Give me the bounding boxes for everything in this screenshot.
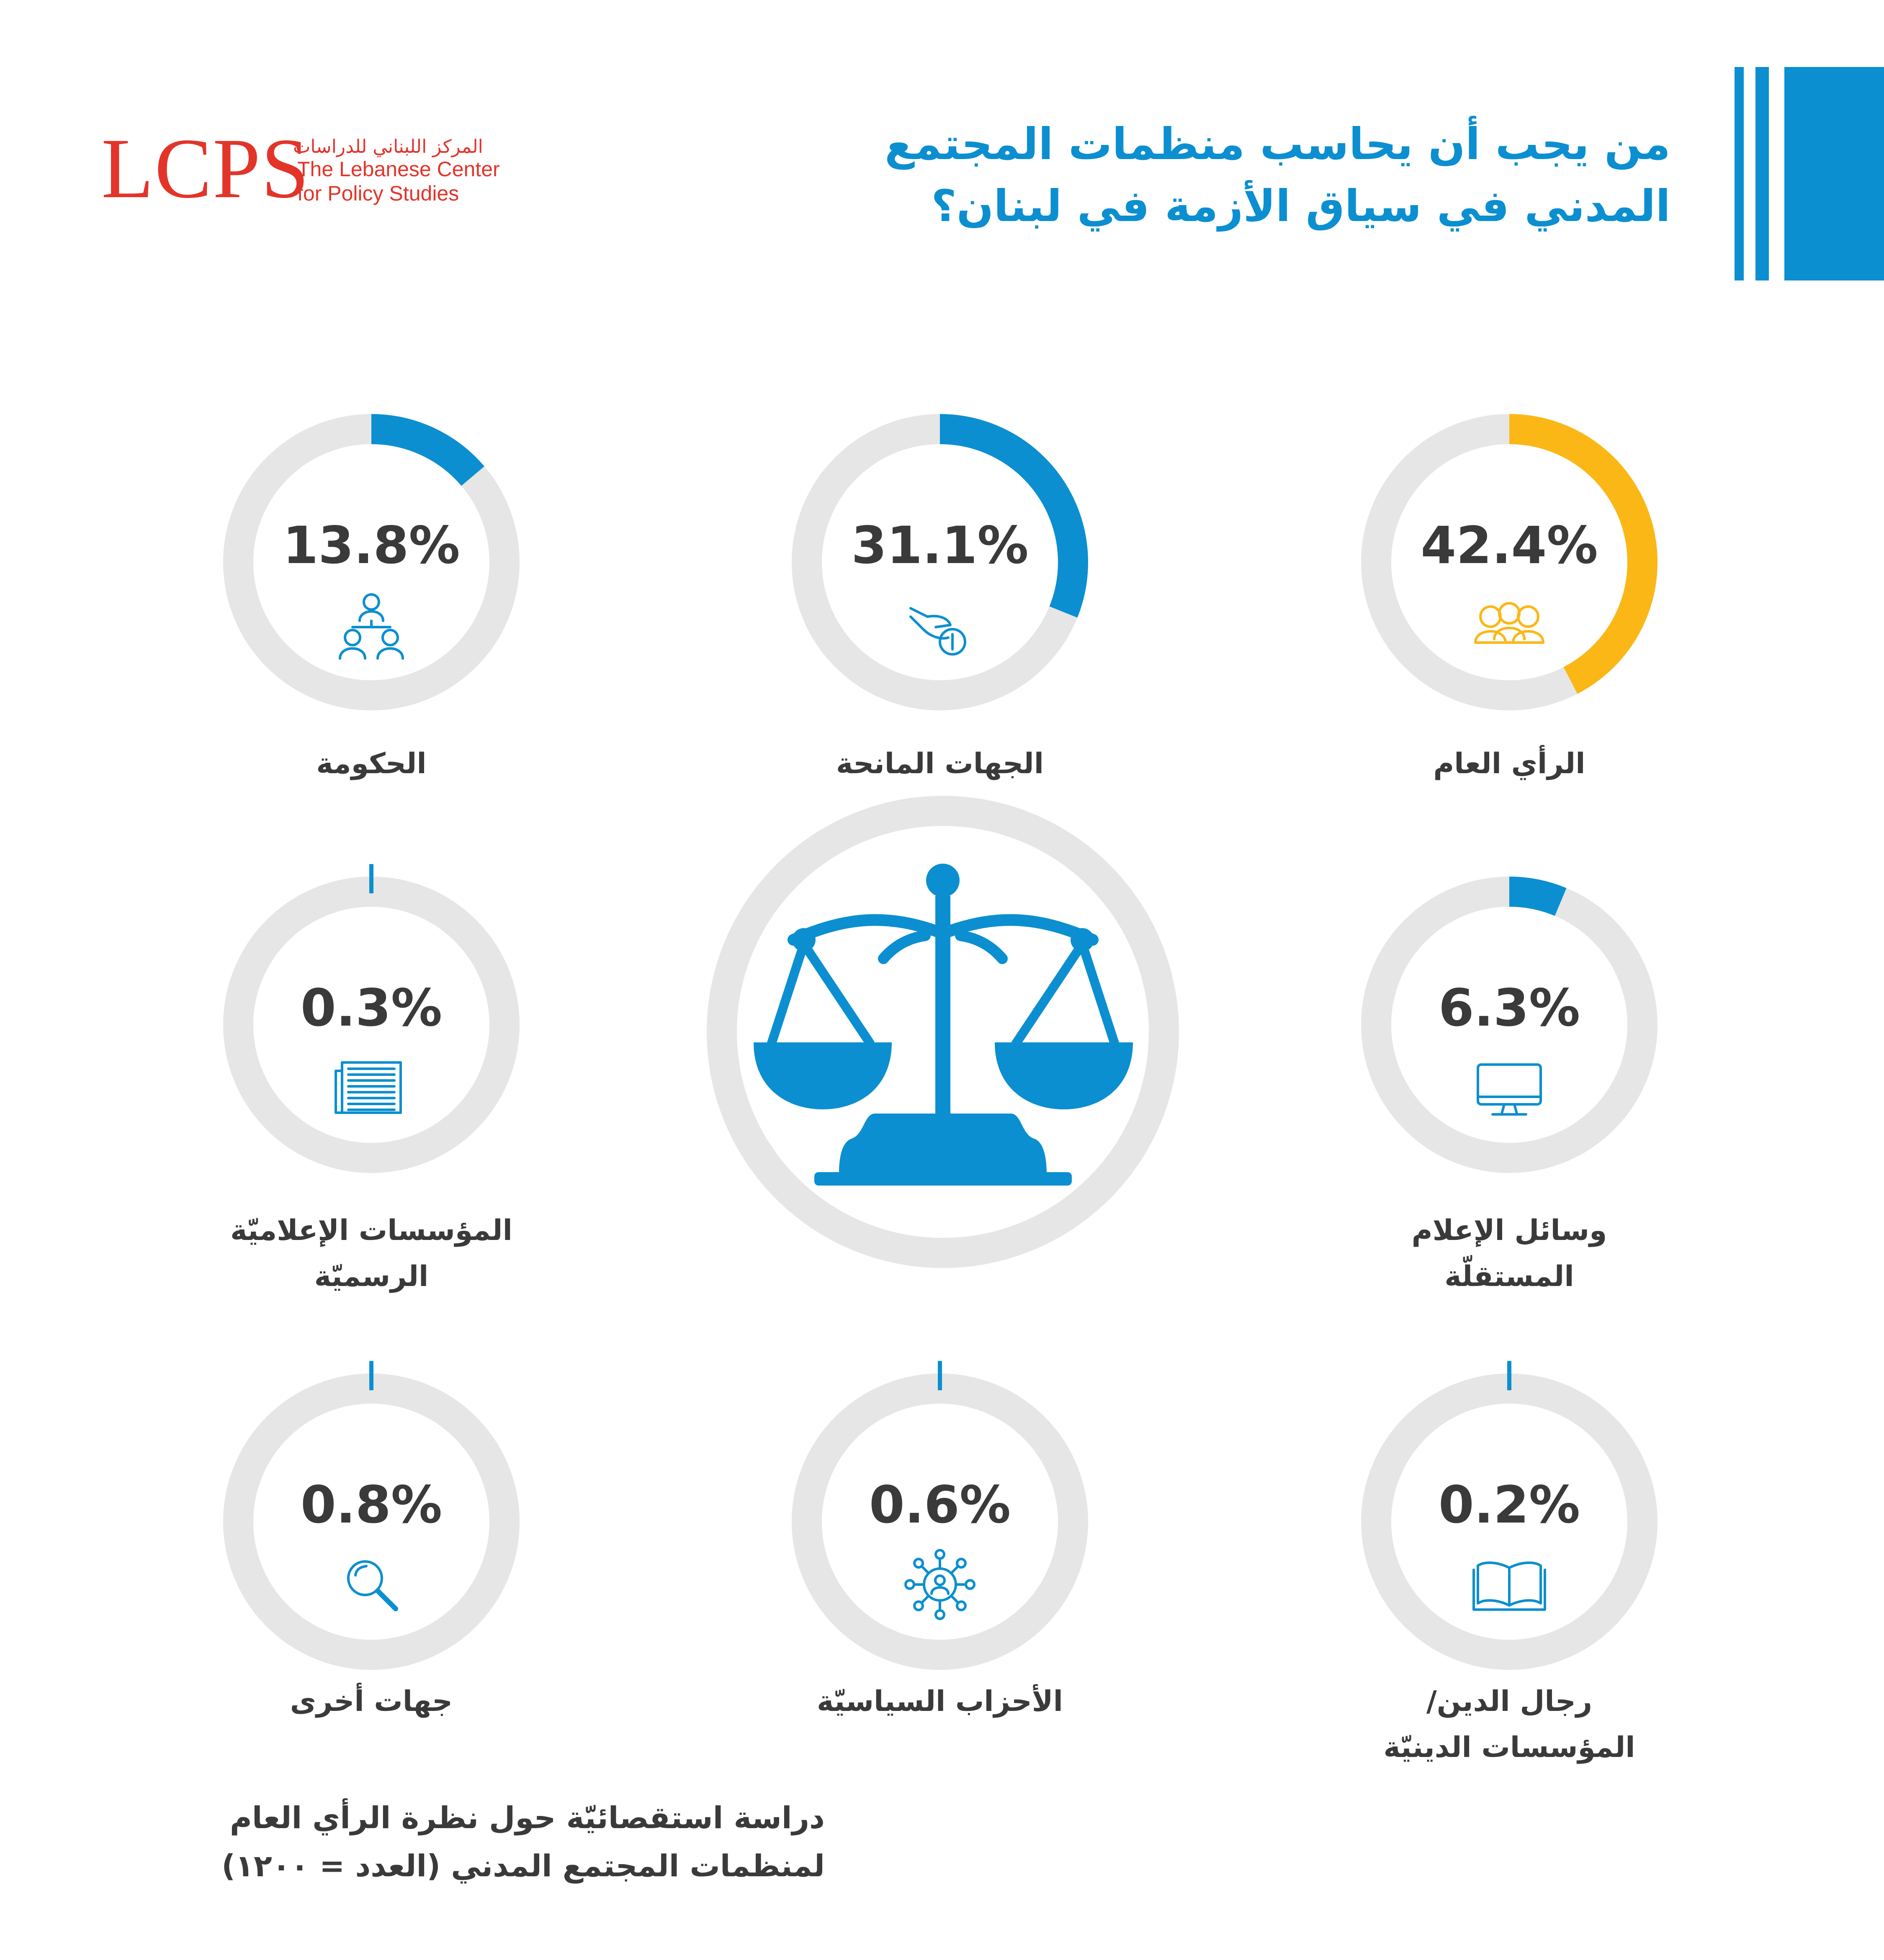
- label-donors: الجهات المانحة: [836, 747, 1044, 780]
- donut-3: 13.8%: [223, 414, 520, 710]
- computer-monitor-icon: [1477, 1063, 1542, 1116]
- logo-english-name: The Lebanese Center for Policy Studies: [297, 157, 500, 206]
- donut-value-arc: [939, 414, 1088, 618]
- donut-value-arc: [938, 1361, 942, 1390]
- donut-value-arc: [369, 864, 373, 893]
- donut-value-arc: [1509, 877, 1567, 916]
- group-of-people-icon: [1474, 602, 1544, 644]
- newspaper-icon: [335, 1061, 402, 1114]
- page-title: من يجب أن يحاسب منظمات المجتمع المدني في…: [749, 113, 1670, 237]
- donut-value-arc: [1509, 414, 1658, 694]
- decor-bar-wide: [1784, 67, 1884, 280]
- donut-value-label: 0.6%: [869, 1475, 1011, 1535]
- label-religious-line1: رجال الدين/: [1426, 1685, 1593, 1718]
- donut-value-label: 0.2%: [1439, 1475, 1580, 1535]
- title-line1: من يجب أن يحاسب منظمات المجتمع: [885, 118, 1670, 170]
- donut-value-label: 0.3%: [301, 978, 442, 1038]
- donut-6: 0.2%: [1361, 1361, 1658, 1670]
- survey-note-line2: لمنظمات المجتمع المدني (العدد = ١٢٠٠): [221, 1848, 825, 1883]
- label-independent-media: وسائل الإعلام المستقلّة: [1321, 1208, 1698, 1300]
- donut-value-arc: [1507, 1361, 1511, 1390]
- label-religious-line2: المؤسسات الدينيّة: [1383, 1731, 1635, 1764]
- title-line2: المدني في سياق الأزمة في لبنان؟: [931, 180, 1670, 231]
- donut-value-arc: [369, 1361, 373, 1390]
- donut-value-arc: [371, 414, 484, 486]
- logo-english-line2: for Policy Studies: [297, 182, 459, 205]
- label-independent-media-line1: وسائل الإعلام: [1411, 1214, 1607, 1247]
- donut-8: 0.8%: [223, 1361, 520, 1670]
- survey-note: دراسة استقصائيّة حول نظرة الرأي العام لم…: [105, 1794, 825, 1890]
- donut-4: 6.3%: [1361, 877, 1658, 1173]
- label-official-media: المؤسسات الإعلاميّة الرسميّة: [183, 1208, 560, 1300]
- logo-english-line1: The Lebanese Center: [297, 157, 500, 181]
- hierarchy-people-icon: [339, 593, 404, 660]
- decor-bar-thin-2: [1755, 67, 1769, 280]
- label-political-parties: الأحزاب السياسيّة: [817, 1685, 1063, 1718]
- label-independent-media-line2: المستقلّة: [1444, 1260, 1574, 1293]
- scales-of-justice-icon: [754, 864, 1133, 1186]
- donut-value-label: 6.3%: [1439, 978, 1580, 1038]
- donut-value-label: 31.1%: [851, 516, 1028, 575]
- decor-bar-thin-1: [1735, 67, 1744, 280]
- donut-1: 42.4%: [1361, 414, 1658, 710]
- donut-value-label: 13.8%: [283, 516, 460, 575]
- network-person-icon: [904, 1549, 975, 1620]
- open-book-icon: [1472, 1561, 1546, 1611]
- donut-value-label: 42.4%: [1421, 516, 1598, 575]
- label-official-media-line2: الرسميّة: [314, 1260, 429, 1293]
- label-official-media-line1: المؤسسات الإعلاميّة: [230, 1214, 512, 1247]
- lcps-logo: LCPS: [101, 121, 310, 216]
- donut-7: 0.6%: [792, 1361, 1088, 1670]
- center-circle: [707, 796, 1179, 1268]
- label-others: جهات أخرى: [290, 1685, 453, 1718]
- donut-2: 31.1%: [792, 414, 1088, 710]
- magnifying-glass-icon: [347, 1560, 398, 1611]
- donut-5: 0.3%: [223, 864, 520, 1173]
- survey-note-line1: دراسة استقصائيّة حول نظرة الرأي العام: [230, 1800, 825, 1835]
- label-government: الحكومة: [316, 747, 427, 780]
- label-public-opinion: الرأي العام: [1433, 747, 1585, 780]
- logo-arabic-name: المركز اللبناني للدراسات: [293, 136, 483, 157]
- label-religious: رجال الدين/ المؤسسات الدينيّة: [1321, 1679, 1698, 1771]
- hand-giving-money-icon: [909, 607, 966, 656]
- donut-value-label: 0.8%: [301, 1475, 442, 1535]
